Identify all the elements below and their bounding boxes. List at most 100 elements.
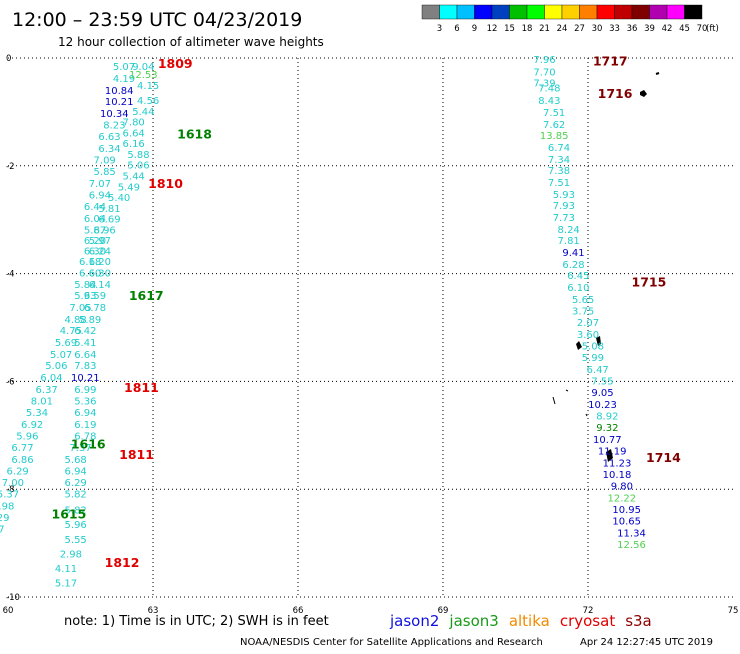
colorbar-label: 45 bbox=[679, 24, 690, 34]
colorbar-swatch bbox=[439, 4, 458, 20]
pass-label: 1617 bbox=[129, 288, 164, 303]
wave-height-point: 9.04 bbox=[132, 62, 154, 73]
colorbar-label: 9 bbox=[472, 24, 477, 34]
wave-height-point: 7.80 bbox=[123, 118, 145, 129]
wave-height-point: 6.04 bbox=[40, 373, 62, 384]
wave-height-point: 5.40 bbox=[108, 193, 130, 204]
wave-height-point: 3.75 bbox=[572, 306, 594, 317]
wave-height-point: 13.85 bbox=[540, 131, 569, 142]
wave-height-point: 4.11 bbox=[55, 564, 77, 575]
colorbar-swatch bbox=[509, 4, 528, 20]
coastline-islands bbox=[552, 72, 660, 462]
colorbar-swatch bbox=[666, 4, 685, 20]
wave-height-point: 7.37 bbox=[69, 443, 91, 454]
wave-height-point: 5.07 bbox=[113, 62, 135, 73]
wave-height-point: 5.84 bbox=[74, 280, 96, 291]
x-tick-label: 69 bbox=[438, 606, 449, 616]
colorbar-swatch bbox=[474, 4, 493, 20]
colorbar-label: 3 bbox=[437, 24, 442, 34]
x-tick-label: 66 bbox=[293, 606, 304, 616]
wave-height-point: 7.07 bbox=[89, 179, 111, 190]
wave-height-point: 7.51 bbox=[548, 178, 570, 189]
wave-height-point: 6.96 bbox=[94, 225, 116, 236]
legend-entry: jason3 bbox=[448, 612, 498, 630]
wave-height-point: 6.10 bbox=[567, 283, 589, 294]
colorbar-label: 24 bbox=[557, 24, 568, 34]
colorbar-label: 6 bbox=[454, 24, 459, 34]
wave-height-point: 6.94 bbox=[89, 190, 111, 201]
wave-height-point: 10.23 bbox=[588, 400, 617, 411]
wave-height-point: 6.45 bbox=[567, 271, 589, 282]
wave-height-point: 7.05 bbox=[69, 303, 91, 314]
wave-height-point: 6.60 bbox=[79, 269, 101, 280]
wave-height-point: 7.38 bbox=[548, 166, 570, 177]
wave-height-point: 5.44 bbox=[132, 107, 154, 118]
wave-height-point: 6.04 bbox=[84, 214, 106, 225]
wave-height-point: 11.23 bbox=[603, 458, 632, 469]
wave-height-point: 6.20 bbox=[89, 257, 111, 268]
wave-height-point: 6.44 bbox=[84, 202, 106, 213]
x-tick-label: 75 bbox=[728, 606, 739, 616]
wave-height-point: 6.28 bbox=[562, 260, 584, 271]
wave-height-point: 5.06 bbox=[127, 161, 149, 172]
wave-height-point: 5.82 bbox=[65, 506, 87, 517]
island-shape bbox=[552, 396, 556, 405]
island-shape bbox=[640, 90, 647, 97]
wave-height-point: 5.34 bbox=[26, 408, 48, 419]
wave-height-point: 6.74 bbox=[548, 143, 570, 154]
chart-subtitle: 12 hour collection of altimeter wave hei… bbox=[58, 35, 324, 49]
colorbar-label: 12 bbox=[487, 24, 498, 34]
wave-height-point: 7.81 bbox=[558, 236, 580, 247]
island-shape bbox=[655, 72, 660, 75]
wave-height-point: 6.20 bbox=[84, 236, 106, 247]
wave-height-point: 7.83 bbox=[74, 361, 96, 372]
y-tick-label: -10 bbox=[6, 593, 20, 603]
y-tick-label: -4 bbox=[6, 270, 14, 280]
colorbar-label: 36 bbox=[627, 24, 638, 34]
wave-height-point: 7.34 bbox=[548, 155, 570, 166]
pass-label: 1714 bbox=[646, 450, 681, 465]
wave-height-point: 10.21 bbox=[71, 373, 100, 384]
colorbar-label: 39 bbox=[644, 24, 655, 34]
wave-height-point: 6.78 bbox=[74, 431, 96, 442]
island-shape bbox=[606, 449, 613, 462]
y-tick-label: -8 bbox=[6, 485, 14, 495]
wave-height-point: 7.09 bbox=[94, 155, 116, 166]
wave-height-point: 6.24 bbox=[89, 246, 111, 257]
pass-label: 1717 bbox=[593, 54, 628, 69]
wave-height-point: 5.44 bbox=[123, 172, 145, 183]
wave-height-point: 5.96 bbox=[16, 431, 38, 442]
chart-title: 12:00 – 23:59 UTC 04/23/2019 bbox=[12, 9, 302, 31]
wave-height-point: 6.86 bbox=[11, 455, 33, 466]
island-shape bbox=[585, 413, 588, 417]
wave-height-point: 6.77 bbox=[11, 443, 33, 454]
wave-height-point: 5.55 bbox=[65, 535, 87, 546]
wave-height-point: 8.24 bbox=[558, 225, 580, 236]
wave-height-point: 5.06 bbox=[45, 361, 67, 372]
colorbar-swatch bbox=[631, 4, 650, 20]
wave-height-point: 6.16 bbox=[123, 139, 145, 150]
tick-labels: 60 63 66 69 72 75 0 -2 -4 -6 -8 -10 bbox=[3, 54, 739, 616]
wave-height-point: 5.08 bbox=[582, 341, 604, 352]
wave-height-point: 5.36 bbox=[74, 396, 96, 407]
wave-height-point: 6.99 bbox=[74, 385, 96, 396]
wave-height-point: 2.07 bbox=[577, 318, 599, 329]
wave-height-point: 5.07 bbox=[50, 350, 72, 361]
wave-height-point: 9.80 bbox=[611, 481, 633, 492]
pass-label: 1810 bbox=[148, 176, 183, 191]
wave-height-point: 2.98 bbox=[60, 549, 82, 560]
wave-height-point: 7.55 bbox=[591, 376, 613, 387]
wave-height-point: 6.69 bbox=[98, 215, 120, 226]
data-points: 5.074.1910.8410.2110.348.236.636.347.095… bbox=[0, 55, 646, 589]
wave-height-point: 5.93 bbox=[74, 291, 96, 302]
footer-credit: NOAA/NESDIS Center for Satellite Applica… bbox=[240, 637, 543, 648]
pass-label: 1812 bbox=[105, 555, 140, 570]
wave-height-point: 5.98 bbox=[0, 501, 14, 512]
wave-height-point: 6.42 bbox=[74, 326, 96, 337]
wave-height-point: 7.96 bbox=[533, 55, 555, 66]
wave-height-point: 10.21 bbox=[105, 97, 134, 108]
wave-height-point: 10.34 bbox=[100, 109, 129, 120]
wave-height-point: 7.39 bbox=[533, 78, 555, 89]
